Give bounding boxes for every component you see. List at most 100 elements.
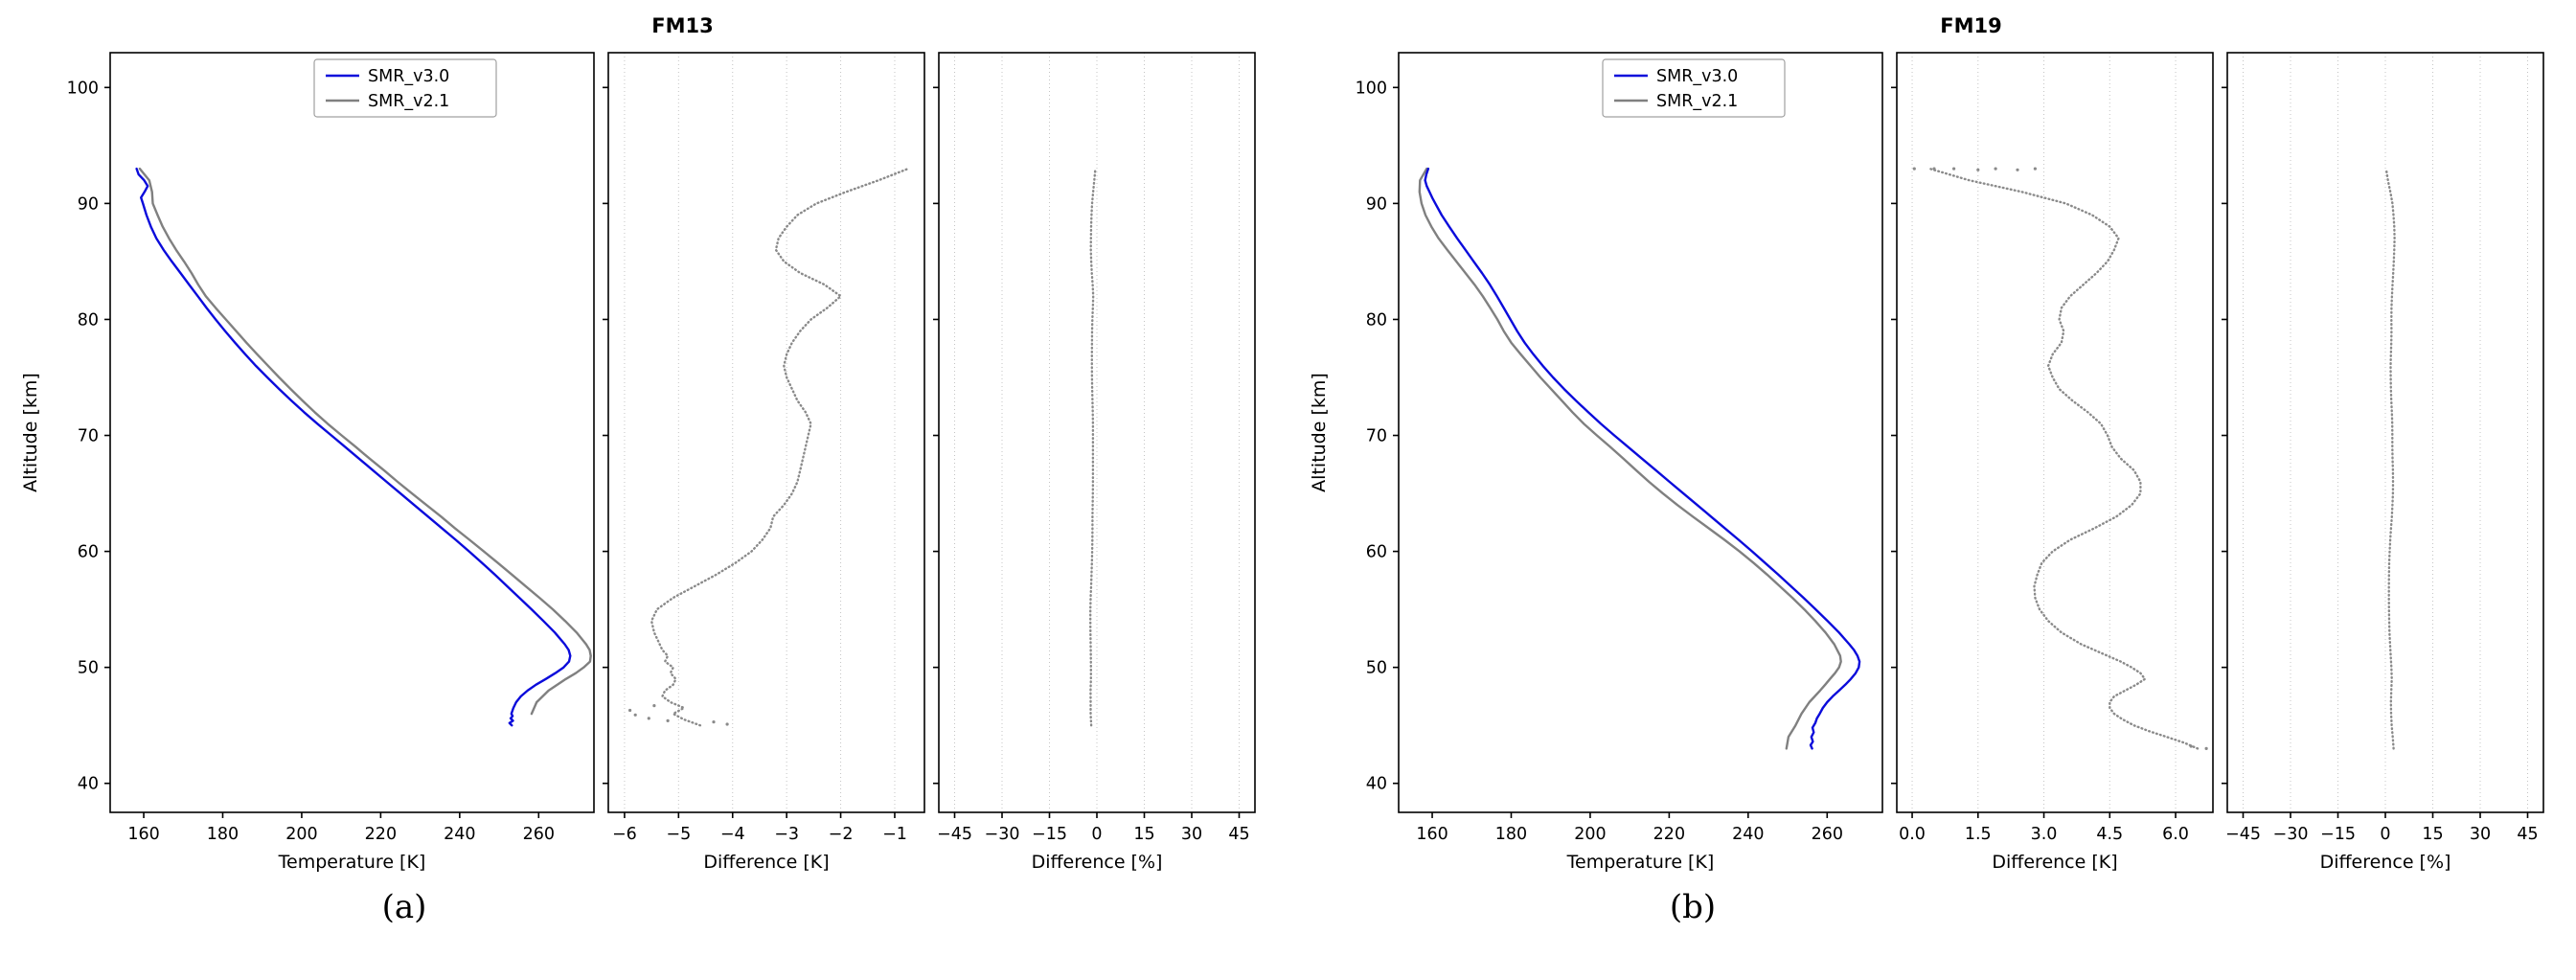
legend-label: SMR_v3.0 <box>1656 67 1738 86</box>
scatter-point <box>1952 167 1956 171</box>
series-SMR_v2.1 <box>138 167 592 716</box>
x-tick-label: 220 <box>1653 825 1685 844</box>
x-tick-label: 240 <box>444 825 475 844</box>
x-tick-label: −15 <box>2320 825 2356 844</box>
x-axis-label: Difference [K] <box>1992 852 2117 873</box>
scatter-point <box>712 720 716 724</box>
legend: SMR_v3.0 SMR_v2.1 <box>313 58 497 118</box>
x-tick-label: −1 <box>882 825 907 844</box>
x-tick-label: −4 <box>720 825 745 844</box>
x-tick-label: 180 <box>207 825 239 844</box>
x-tick-label: −3 <box>774 825 799 844</box>
x-tick-label: 3.0 <box>2031 825 2058 844</box>
x-tick-label: −30 <box>2273 825 2309 844</box>
x-tick-label: 1.5 <box>1965 825 1992 844</box>
subfigure-caption: (a) <box>382 888 427 926</box>
y-tick-label: 60 <box>1366 543 1387 562</box>
y-tick-label: 80 <box>78 310 99 330</box>
series-SMR_v3.0 <box>1424 167 1861 750</box>
x-tick-label: 30 <box>1181 825 1202 844</box>
panel-title: FM19 <box>1940 14 2001 37</box>
x-tick-label: 160 <box>127 825 159 844</box>
x-tick-label: 45 <box>2517 825 2538 844</box>
scatter-point <box>725 722 729 726</box>
scatter-point <box>652 704 656 708</box>
plot-difference-k: −6 −5 −4 −3 −2 −1 Difference [K] <box>603 52 925 873</box>
y-axis-label: Altitude [km] <box>1309 373 1330 492</box>
series-difference-pct <box>1088 167 1097 727</box>
y-tick-label: 90 <box>1366 194 1387 214</box>
plot-border <box>109 52 595 813</box>
x-tick-label: −45 <box>937 825 972 844</box>
subfigure-caption: (b) <box>1670 888 1716 926</box>
x-tick-label: 0.0 <box>1899 825 1926 844</box>
y-tick-label: 50 <box>78 659 99 678</box>
y-tick-label: 50 <box>1366 659 1387 678</box>
legend-label: SMR_v2.1 <box>368 92 449 111</box>
y-tick-label: 90 <box>78 194 99 214</box>
plot-border <box>1896 52 2214 813</box>
scatter-point <box>647 717 650 720</box>
legend-label: SMR_v3.0 <box>368 67 449 86</box>
x-tick-label: 240 <box>1732 825 1764 844</box>
x-axis-label: Difference [%] <box>2320 852 2451 873</box>
plot-temperature: 160 180 200 220 240 260 40 50 60 70 80 90 100 Tempera… <box>67 52 595 873</box>
series-SMR_v3.0 <box>135 167 572 727</box>
x-tick-label: 200 <box>285 825 317 844</box>
x-axis-label: Difference [K] <box>703 852 829 873</box>
plot-border <box>1398 52 1883 813</box>
x-tick-label: 4.5 <box>2096 825 2123 844</box>
x-tick-label: 200 <box>1574 825 1606 844</box>
x-tick-label: −2 <box>829 825 854 844</box>
y-tick-label: 40 <box>1366 775 1387 794</box>
x-axis-label: Difference [%] <box>1032 852 1163 873</box>
plot-difference-k: 0.0 1.5 3.0 4.5 6.0 Difference [K] <box>1891 52 2214 873</box>
series-difference-k <box>650 167 910 727</box>
scatter-point <box>2033 167 2037 171</box>
x-tick-label: 160 <box>1416 825 1448 844</box>
x-tick-label: 15 <box>2422 825 2443 844</box>
plot-border <box>607 52 925 813</box>
x-tick-label: 180 <box>1495 825 1527 844</box>
panel-title: FM13 <box>651 14 713 37</box>
x-tick-label: −15 <box>1032 825 1067 844</box>
y-tick-label: 80 <box>1366 310 1387 330</box>
scatter-point <box>1932 167 1936 171</box>
plot-difference-pct: −45 −30 −15 0 15 30 45 Difference [%] <box>2222 52 2544 873</box>
y-tick-label: 40 <box>78 775 99 794</box>
legend-label: SMR_v2.1 <box>1656 92 1738 111</box>
figure-panel-a: FM13 Altitude [km] (a) 160 180 200 220 240 260 40… <box>20 14 1256 926</box>
legend-box <box>1602 58 1786 118</box>
plot-difference-pct: −45 −30 −15 0 15 30 45 Difference [%] <box>933 52 1256 873</box>
x-tick-label: −5 <box>666 825 691 844</box>
figure-panel-b: FM19 Altitude [km] (b) 160 180 200 220 240 260 40… <box>1309 14 2544 926</box>
scatter-point <box>633 713 637 717</box>
y-tick-label: 70 <box>78 427 99 446</box>
y-tick-label: 100 <box>1356 79 1387 98</box>
x-tick-label: 0 <box>1091 825 1102 844</box>
y-tick-label: 70 <box>1366 427 1387 446</box>
scatter-point <box>1976 168 1980 171</box>
legend: SMR_v3.0 SMR_v2.1 <box>1602 58 1786 118</box>
x-tick-label: 30 <box>2470 825 2491 844</box>
x-tick-label: −6 <box>612 825 637 844</box>
scatter-point <box>2204 746 2208 751</box>
x-tick-label: −45 <box>2225 825 2261 844</box>
legend-box <box>313 58 497 118</box>
x-tick-label: 0 <box>2380 825 2390 844</box>
scatter-point <box>2016 168 2019 171</box>
series-difference-k <box>1928 167 2200 750</box>
y-tick-label: 100 <box>67 79 99 98</box>
x-tick-label: 45 <box>1228 825 1249 844</box>
x-tick-label: 15 <box>1133 825 1154 844</box>
x-tick-label: −30 <box>985 825 1020 844</box>
x-tick-label: 260 <box>523 825 555 844</box>
x-axis-label: Temperature [K] <box>278 852 426 873</box>
scatter-point <box>628 708 632 713</box>
scatter-point <box>666 718 670 723</box>
x-tick-label: 220 <box>365 825 397 844</box>
y-tick-label: 60 <box>78 543 99 562</box>
series-difference-pct <box>2384 167 2396 750</box>
x-tick-label: 260 <box>1812 825 1843 844</box>
